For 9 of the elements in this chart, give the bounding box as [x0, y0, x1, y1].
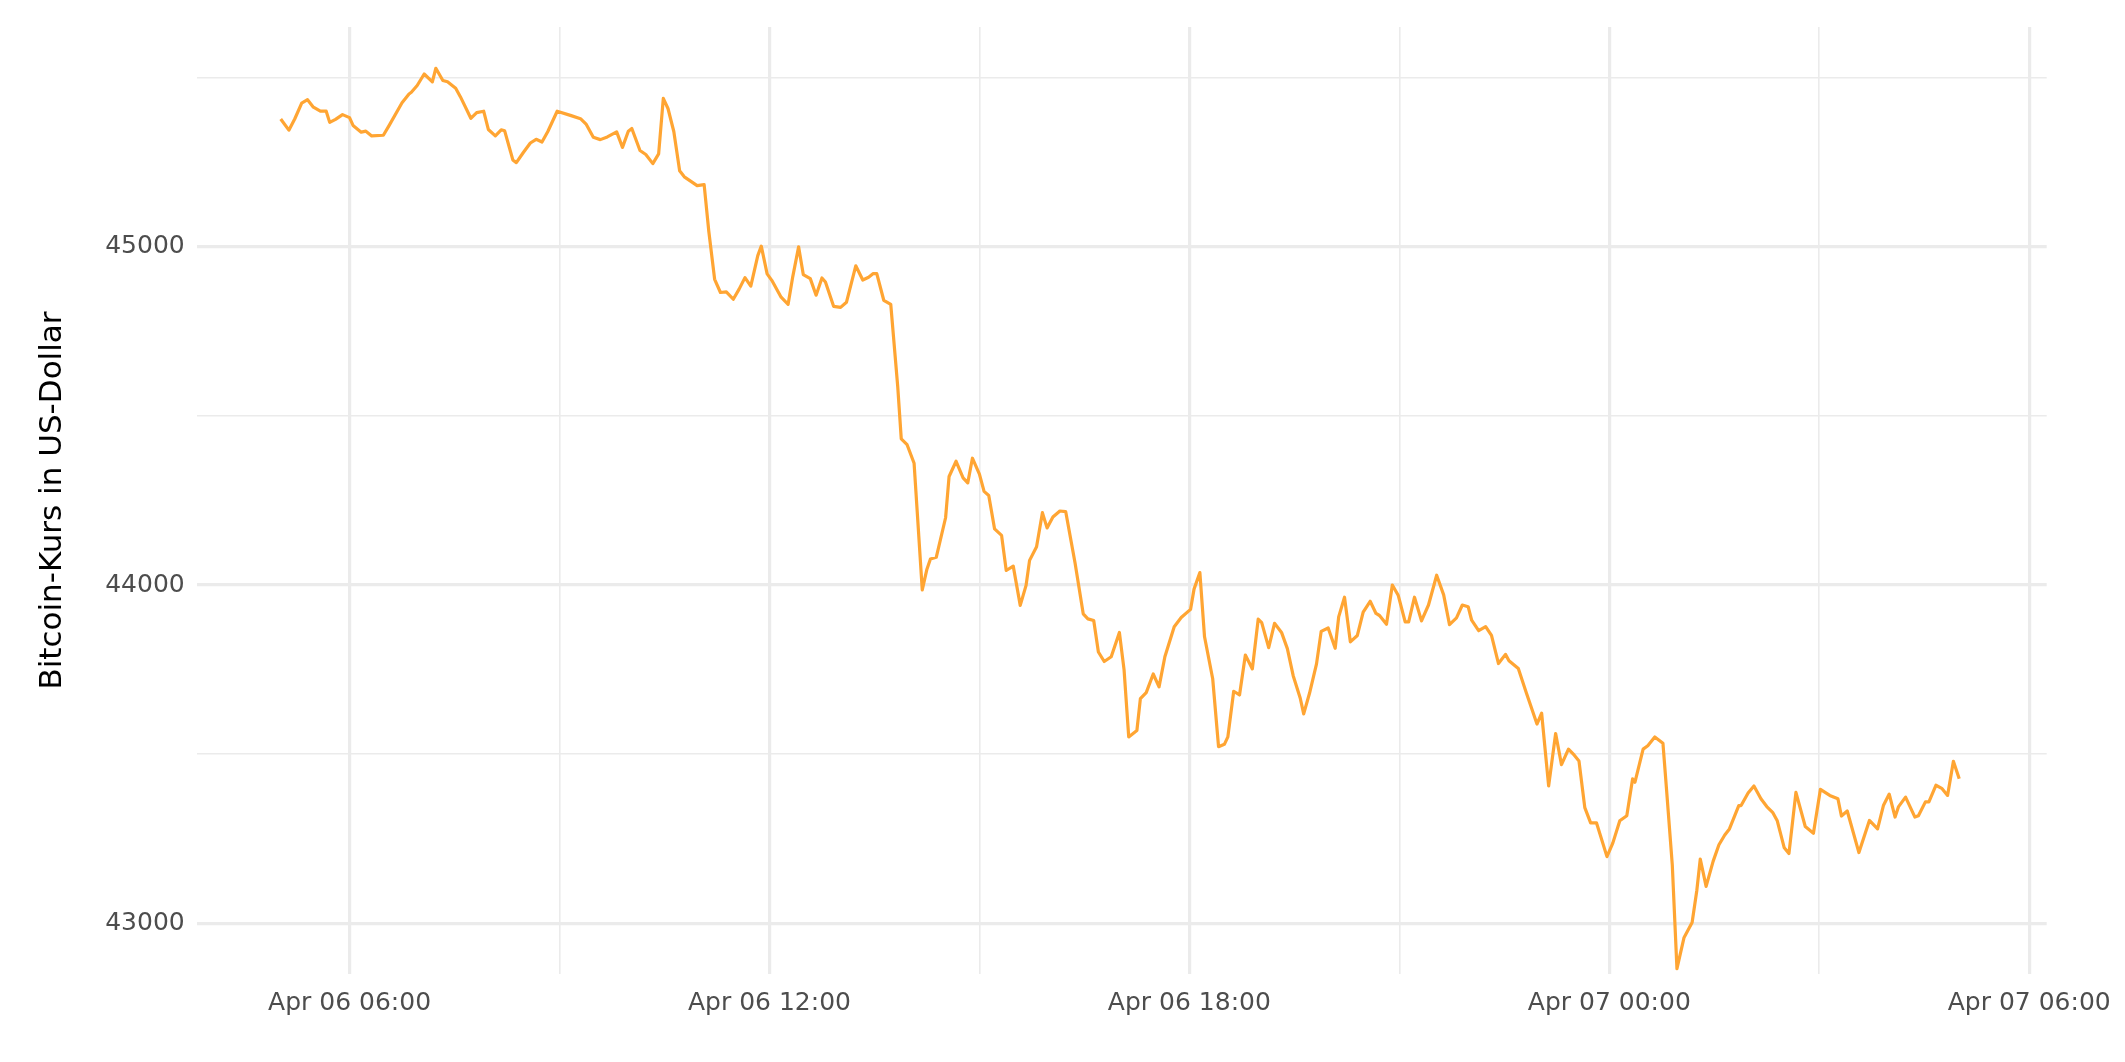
y-axis-title: Bitcoin-Kurs in US-Dollar [31, 311, 68, 690]
y-tick-label: 43000 [105, 906, 185, 936]
x-tick-label: Apr 07 00:00 [1527, 986, 1691, 1016]
x-tick-label: Apr 06 12:00 [687, 986, 851, 1016]
x-tick-label: Apr 07 06:00 [1947, 986, 2111, 1016]
x-tick-label: Apr 06 06:00 [268, 986, 432, 1016]
y-tick-label: 44000 [105, 568, 185, 598]
y-tick-label: 45000 [105, 230, 185, 260]
x-tick-label: Apr 06 18:00 [1107, 986, 1271, 1016]
